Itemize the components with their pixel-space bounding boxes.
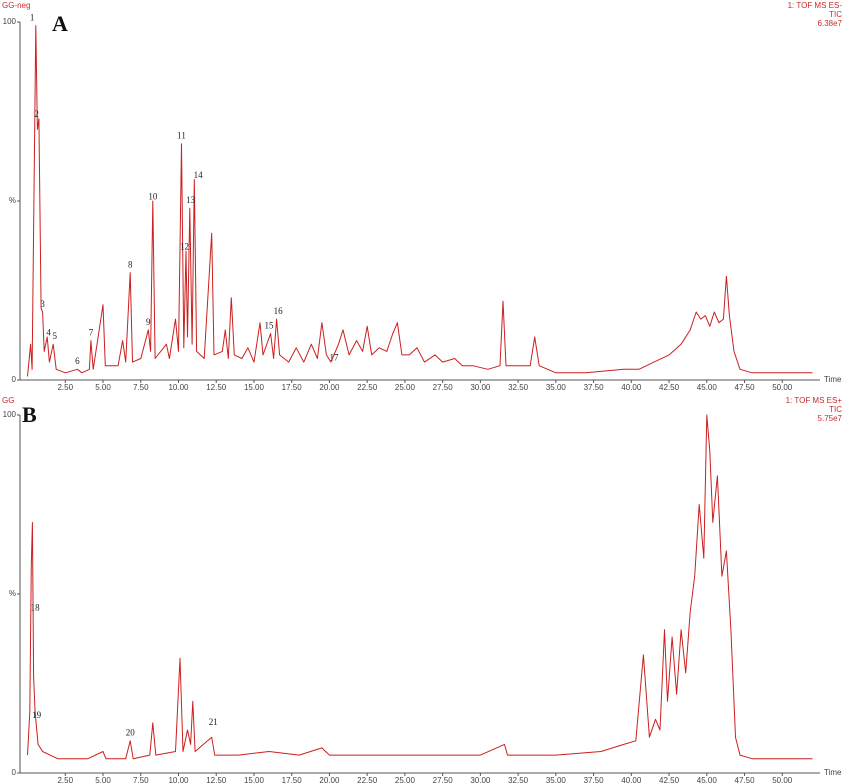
x-tick-label: 37.50 [584,776,605,783]
x-tick-label: 45.00 [697,776,718,783]
peak-label: 14 [194,170,204,180]
y-tick-label: 0 [12,375,17,384]
peak-label: 21 [209,717,218,727]
peak-label: 15 [265,320,275,330]
x-tick-label: 27.50 [433,776,454,783]
x-tick-label: 40.00 [621,776,642,783]
x-tick-label: 17.50 [282,776,303,783]
x-tick-label: 25.00 [395,383,416,392]
y-tick-label: 100 [3,17,17,26]
peak-label: 17 [329,353,339,363]
peak-label: 2 [34,109,39,119]
peak-label: 5 [52,331,57,341]
x-tick-label: 15.00 [244,383,265,392]
x-tick-label: 22.50 [357,776,378,783]
y-tick-label: 0 [12,768,17,777]
peak-label: 8 [128,260,133,270]
x-tick-label: 50.00 [772,776,793,783]
x-tick-label: 10.00 [168,776,189,783]
trace [27,25,813,377]
peak-label: 18 [31,602,41,612]
x-tick-label: 32.50 [508,776,529,783]
peak-label: 16 [274,306,284,316]
header-line: 1: TOF MS ES+ [786,396,843,405]
x-tick-label: 7.50 [133,383,149,392]
x-tick-label: 15.00 [244,776,265,783]
y-tick-label: % [9,196,16,205]
x-tick-label: 2.50 [57,776,73,783]
x-axis-label: Time [824,375,842,384]
x-tick-label: 47.50 [735,383,756,392]
peak-label: 11 [177,131,186,141]
peak-label: 13 [186,195,196,205]
x-tick-label: 27.50 [433,383,454,392]
header-line: 6.38e7 [818,19,843,28]
x-tick-label: 5.00 [95,776,111,783]
panel-label: A [52,11,68,36]
x-tick-label: 40.00 [621,383,642,392]
y-tick-label: % [9,589,16,598]
header-line: TIC [829,405,842,414]
x-tick-label: 22.50 [357,383,378,392]
panel-label: B [22,402,37,427]
x-tick-label: 30.00 [470,383,491,392]
peak-label: 20 [126,728,136,738]
peak-label: 9 [146,317,151,327]
x-tick-label: 20.00 [319,776,340,783]
x-tick-label: 12.50 [206,383,227,392]
peak-label: 3 [40,299,45,309]
peak-label: 4 [46,328,51,338]
sample-name: GG [2,396,14,405]
peak-label: 10 [148,191,158,201]
x-axis-label: Time [824,768,842,777]
x-tick-label: 20.00 [319,383,340,392]
peak-label: 12 [180,242,189,252]
x-tick-label: 42.50 [659,383,680,392]
x-tick-label: 2.50 [57,383,73,392]
peak-label: 6 [75,356,80,366]
x-tick-label: 35.00 [546,383,567,392]
header-line: 1: TOF MS ES- [788,1,843,10]
peak-label: 7 [89,328,94,338]
x-tick-label: 37.50 [584,383,605,392]
x-tick-label: 42.50 [659,776,680,783]
x-tick-label: 50.00 [772,383,793,392]
y-tick-label: 100 [3,410,17,419]
header-line: 5.75e7 [818,414,843,423]
header-line: TIC [829,10,842,19]
x-tick-label: 30.00 [470,776,491,783]
peak-label: 19 [32,710,42,720]
peak-label: 1 [30,12,35,22]
x-tick-label: 5.00 [95,383,111,392]
x-tick-label: 10.00 [168,383,189,392]
x-tick-label: 32.50 [508,383,529,392]
x-tick-label: 7.50 [133,776,149,783]
sample-name: GG-neg [2,1,30,10]
x-tick-label: 45.00 [697,383,718,392]
x-tick-label: 35.00 [546,776,567,783]
x-tick-label: 25.00 [395,776,416,783]
x-tick-label: 17.50 [282,383,303,392]
x-tick-label: 47.50 [735,776,756,783]
x-tick-label: 12.50 [206,776,227,783]
trace [27,414,813,760]
